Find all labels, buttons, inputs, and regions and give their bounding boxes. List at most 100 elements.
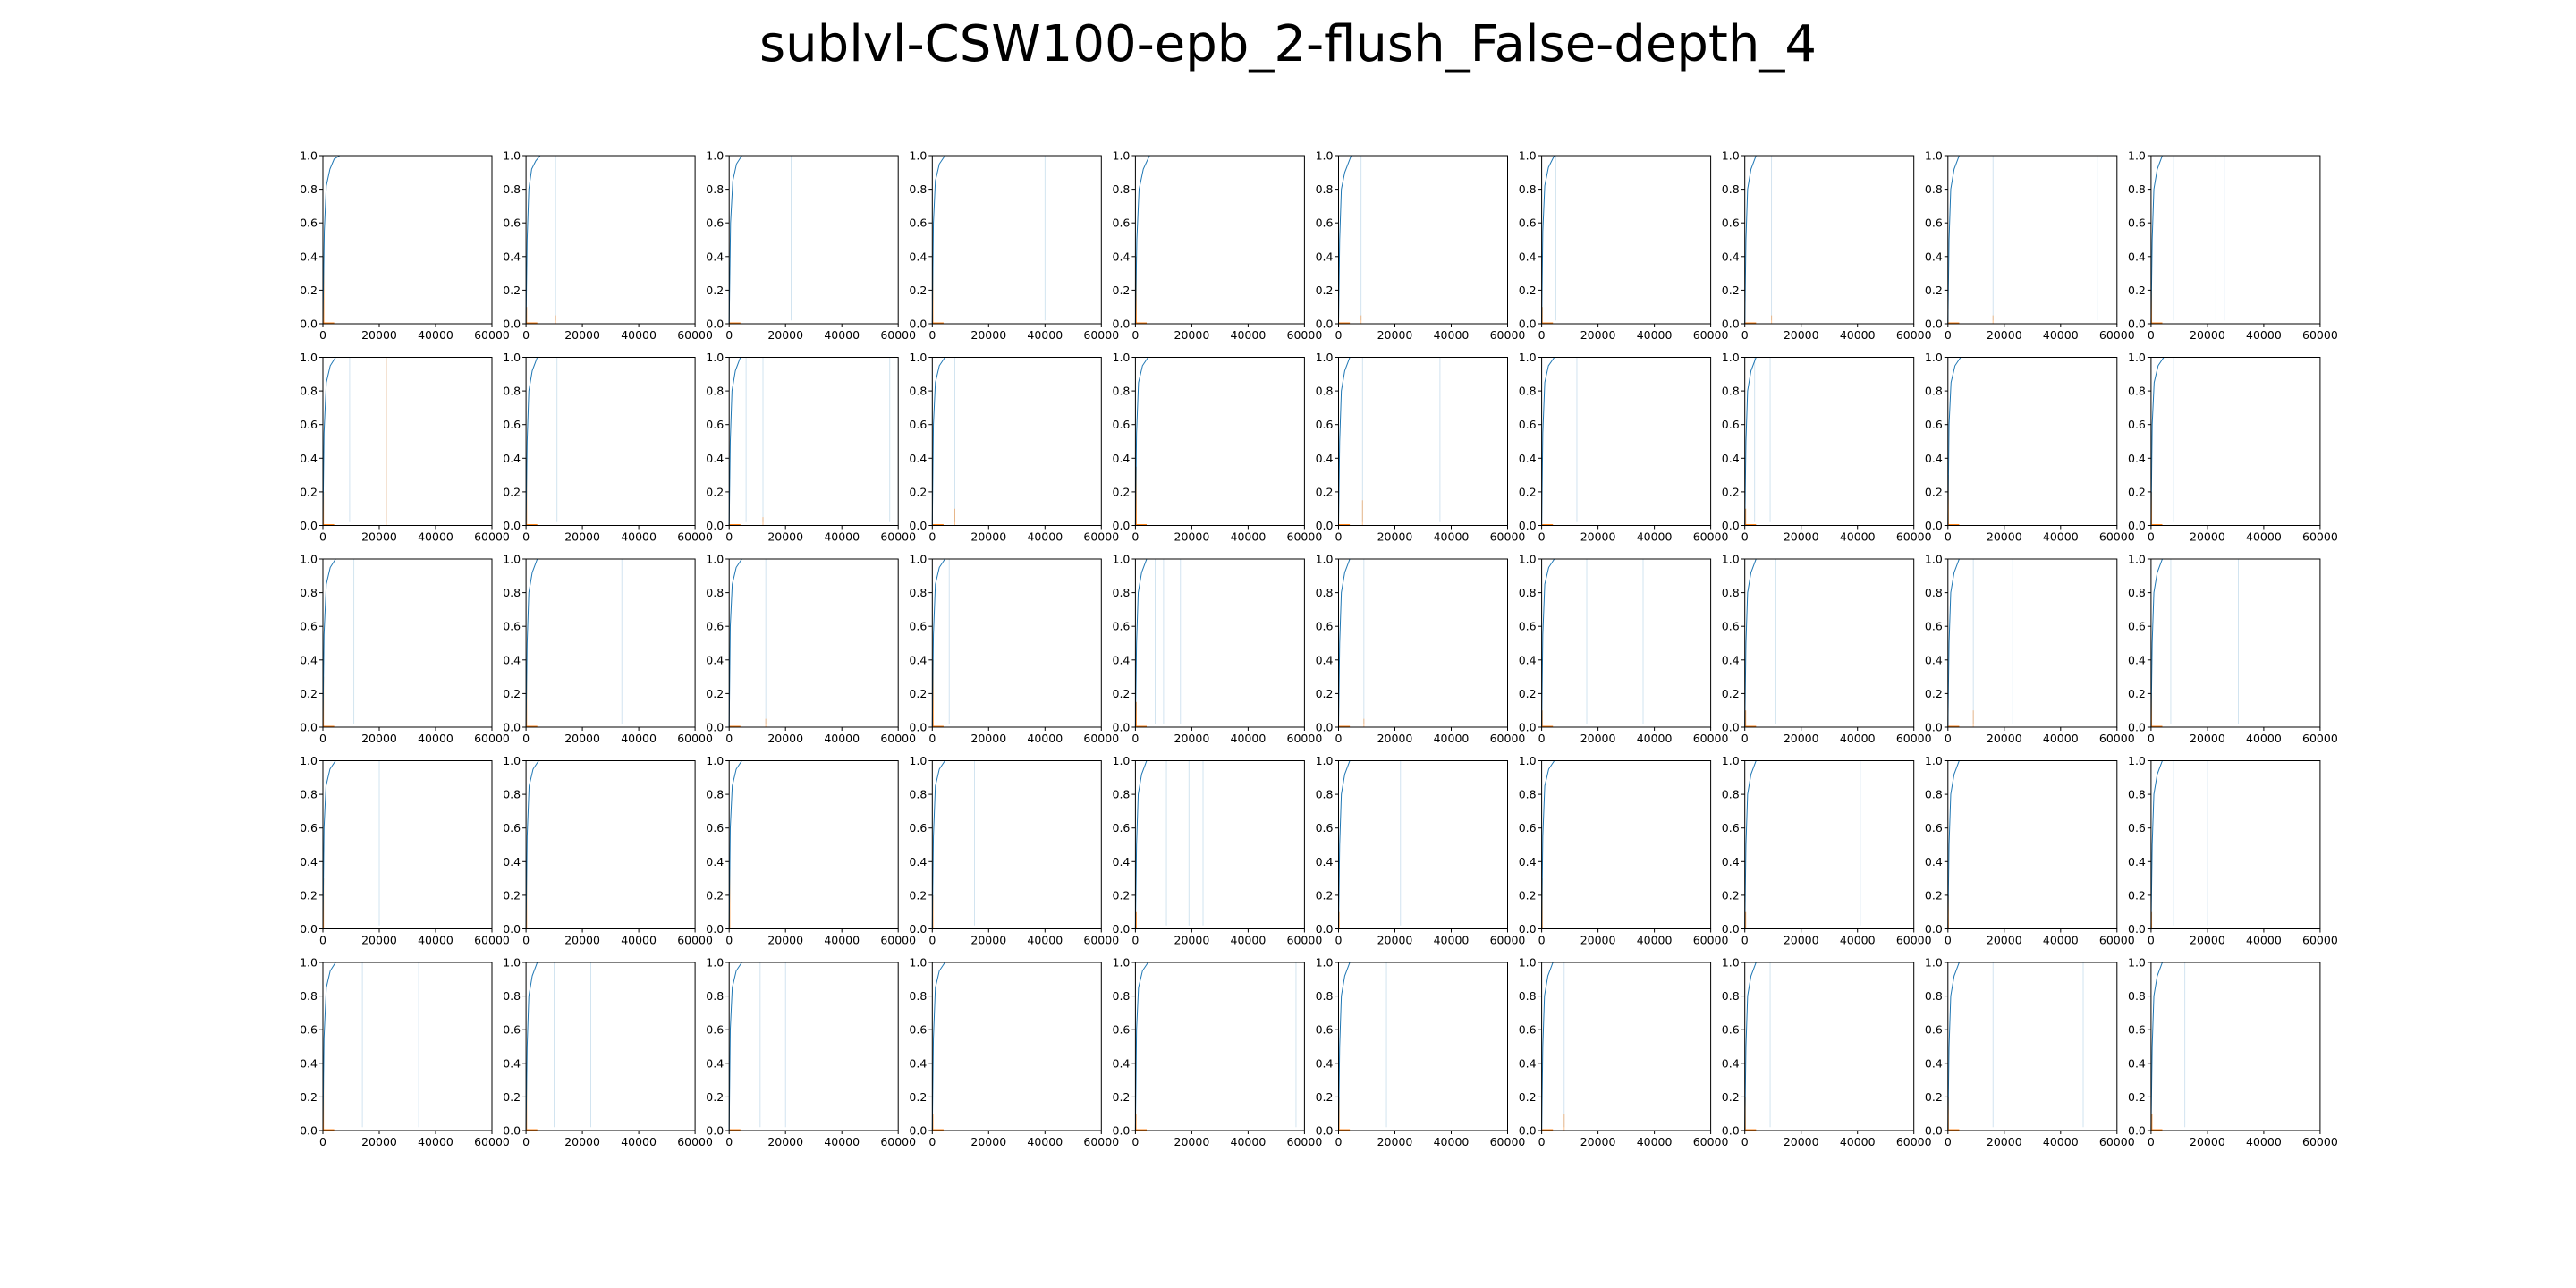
- x-tick-label: 0: [319, 1135, 326, 1148]
- x-tick-label: 20000: [564, 328, 600, 342]
- y-tick-label: 0.4: [1722, 1056, 1740, 1070]
- y-tick-label: 0.0: [1925, 1124, 1943, 1138]
- x-tick-label: 60000: [1490, 934, 1526, 947]
- y-tick-label: 0.8: [909, 182, 927, 196]
- x-tick-label: 40000: [1027, 934, 1063, 947]
- x-tick-label: 40000: [2246, 530, 2282, 544]
- x-tick-label: 20000: [361, 732, 397, 745]
- y-tick-label: 0.0: [706, 318, 724, 331]
- x-tick-label: 0: [1538, 328, 1546, 342]
- y-tick-label: 1.0: [1925, 553, 1943, 566]
- y-tick-label: 0.2: [1113, 888, 1131, 902]
- blue-series-line: [1744, 760, 1914, 929]
- x-tick-label: 60000: [1490, 328, 1526, 342]
- x-tick-label: 60000: [2099, 328, 2135, 342]
- y-tick-label: 0.6: [1519, 418, 1537, 431]
- x-tick-label: 20000: [767, 732, 803, 745]
- x-tick-label: 60000: [1896, 328, 1932, 342]
- x-tick-label: 20000: [564, 530, 600, 544]
- y-tick-label: 0.8: [1925, 989, 1943, 1003]
- blue-series-line: [1134, 357, 1305, 526]
- subplot-16: 0 20000 40000 60000 0.0 0.2 0.4 0.6 0.8 1.0: [1316, 351, 1526, 544]
- axes-frame: [1947, 357, 2118, 526]
- y-tick-label: 0.4: [300, 1056, 318, 1070]
- axes-frame: [728, 558, 899, 728]
- y-tick-label: 0.6: [503, 1023, 521, 1037]
- y-tick-label: 0.4: [909, 855, 927, 869]
- x-tick-label: 20000: [1174, 328, 1210, 342]
- blue-series-line: [931, 962, 1102, 1131]
- y-tick-label: 1.0: [706, 149, 724, 163]
- x-tick-label: 40000: [1840, 530, 1876, 544]
- y-tick-label: 0.6: [1316, 418, 1334, 431]
- y-tick-label: 0.2: [1722, 888, 1740, 902]
- y-tick-label: 0.8: [1316, 586, 1334, 599]
- subplot-8: 0 20000 40000 60000 0.0 0.2 0.4 0.6 0.8 1.0: [1722, 149, 1932, 343]
- y-tick-label: 0.0: [1316, 1124, 1334, 1138]
- blue-series-line: [322, 962, 492, 1131]
- subplot-5: 0 20000 40000 60000 0.0 0.2 0.4 0.6 0.8 1.0: [1113, 149, 1323, 343]
- y-tick-label: 1.0: [1519, 149, 1537, 163]
- y-tick-label: 1.0: [1316, 956, 1334, 970]
- y-tick-label: 0.0: [1925, 318, 1943, 331]
- x-tick-label: 20000: [970, 530, 1006, 544]
- y-tick-label: 0.6: [1316, 1023, 1334, 1037]
- y-tick-label: 0.2: [503, 1090, 521, 1104]
- y-tick-label: 0.2: [1722, 485, 1740, 498]
- y-tick-label: 0.8: [1722, 182, 1740, 196]
- y-tick-label: 0.0: [1113, 1124, 1131, 1138]
- x-tick-label: 60000: [1896, 934, 1932, 947]
- y-tick-label: 0.4: [706, 855, 724, 869]
- y-tick-label: 0.4: [1925, 1056, 1943, 1070]
- x-tick-label: 20000: [1784, 1135, 1819, 1148]
- y-tick-label: 0.8: [909, 989, 927, 1003]
- y-tick-label: 0.0: [2128, 519, 2146, 532]
- x-tick-label: 0: [928, 328, 936, 342]
- y-tick-label: 0.4: [1113, 653, 1131, 666]
- x-tick-label: 40000: [1027, 1135, 1063, 1148]
- x-tick-label: 20000: [361, 1135, 397, 1148]
- blue-series-line: [931, 558, 1102, 728]
- axes-frame: [1134, 155, 1305, 325]
- blue-series-line: [1541, 155, 1711, 325]
- y-tick-label: 0.0: [1113, 318, 1131, 331]
- x-tick-label: 20000: [1987, 1135, 2022, 1148]
- blue-series-line: [2150, 962, 2320, 1131]
- subplot-14: 0 20000 40000 60000 0.0 0.2 0.4 0.6 0.8 1.0: [909, 351, 1119, 544]
- y-tick-label: 0.2: [2128, 888, 2146, 902]
- x-tick-label: 60000: [474, 732, 510, 745]
- y-tick-label: 0.2: [2128, 687, 2146, 700]
- x-tick-label: 20000: [1580, 530, 1616, 544]
- y-tick-label: 0.0: [1113, 721, 1131, 734]
- y-tick-label: 0.2: [909, 1090, 927, 1104]
- y-tick-label: 0.6: [706, 216, 724, 230]
- y-tick-label: 1.0: [300, 351, 318, 364]
- y-tick-label: 0.2: [300, 485, 318, 498]
- y-tick-label: 0.8: [2128, 586, 2146, 599]
- y-tick-label: 0.0: [706, 519, 724, 532]
- y-tick-label: 1.0: [503, 956, 521, 970]
- y-tick-label: 0.2: [1925, 687, 1943, 700]
- subplot-40: 0 20000 40000 60000 0.0 0.2 0.4 0.6 0.8 1.0: [2128, 754, 2338, 947]
- y-tick-label: 0.2: [1316, 485, 1334, 498]
- y-tick-label: 0.2: [2128, 284, 2146, 297]
- subplot-37: 0 20000 40000 60000 0.0 0.2 0.4 0.6 0.8 1.0: [1519, 754, 1729, 947]
- x-tick-label: 0: [319, 530, 326, 544]
- y-tick-label: 0.2: [706, 687, 724, 700]
- y-tick-label: 0.8: [503, 788, 521, 801]
- y-tick-label: 1.0: [503, 149, 521, 163]
- y-tick-label: 0.8: [706, 788, 724, 801]
- subplot-50: 0 20000 40000 60000 0.0 0.2 0.4 0.6 0.8 1.0: [2128, 956, 2338, 1149]
- y-tick-label: 1.0: [909, 553, 927, 566]
- x-tick-label: 40000: [621, 530, 657, 544]
- y-tick-label: 0.4: [1316, 653, 1334, 666]
- y-tick-label: 0.0: [909, 318, 927, 331]
- blue-series-line: [1134, 558, 1305, 728]
- axes-frame: [1338, 155, 1508, 325]
- x-tick-label: 60000: [1490, 732, 1526, 745]
- y-tick-label: 0.0: [1316, 721, 1334, 734]
- axes-frame: [2150, 760, 2321, 929]
- y-tick-label: 0.2: [1316, 888, 1334, 902]
- y-tick-label: 0.6: [1519, 620, 1537, 633]
- y-tick-label: 0.2: [909, 888, 927, 902]
